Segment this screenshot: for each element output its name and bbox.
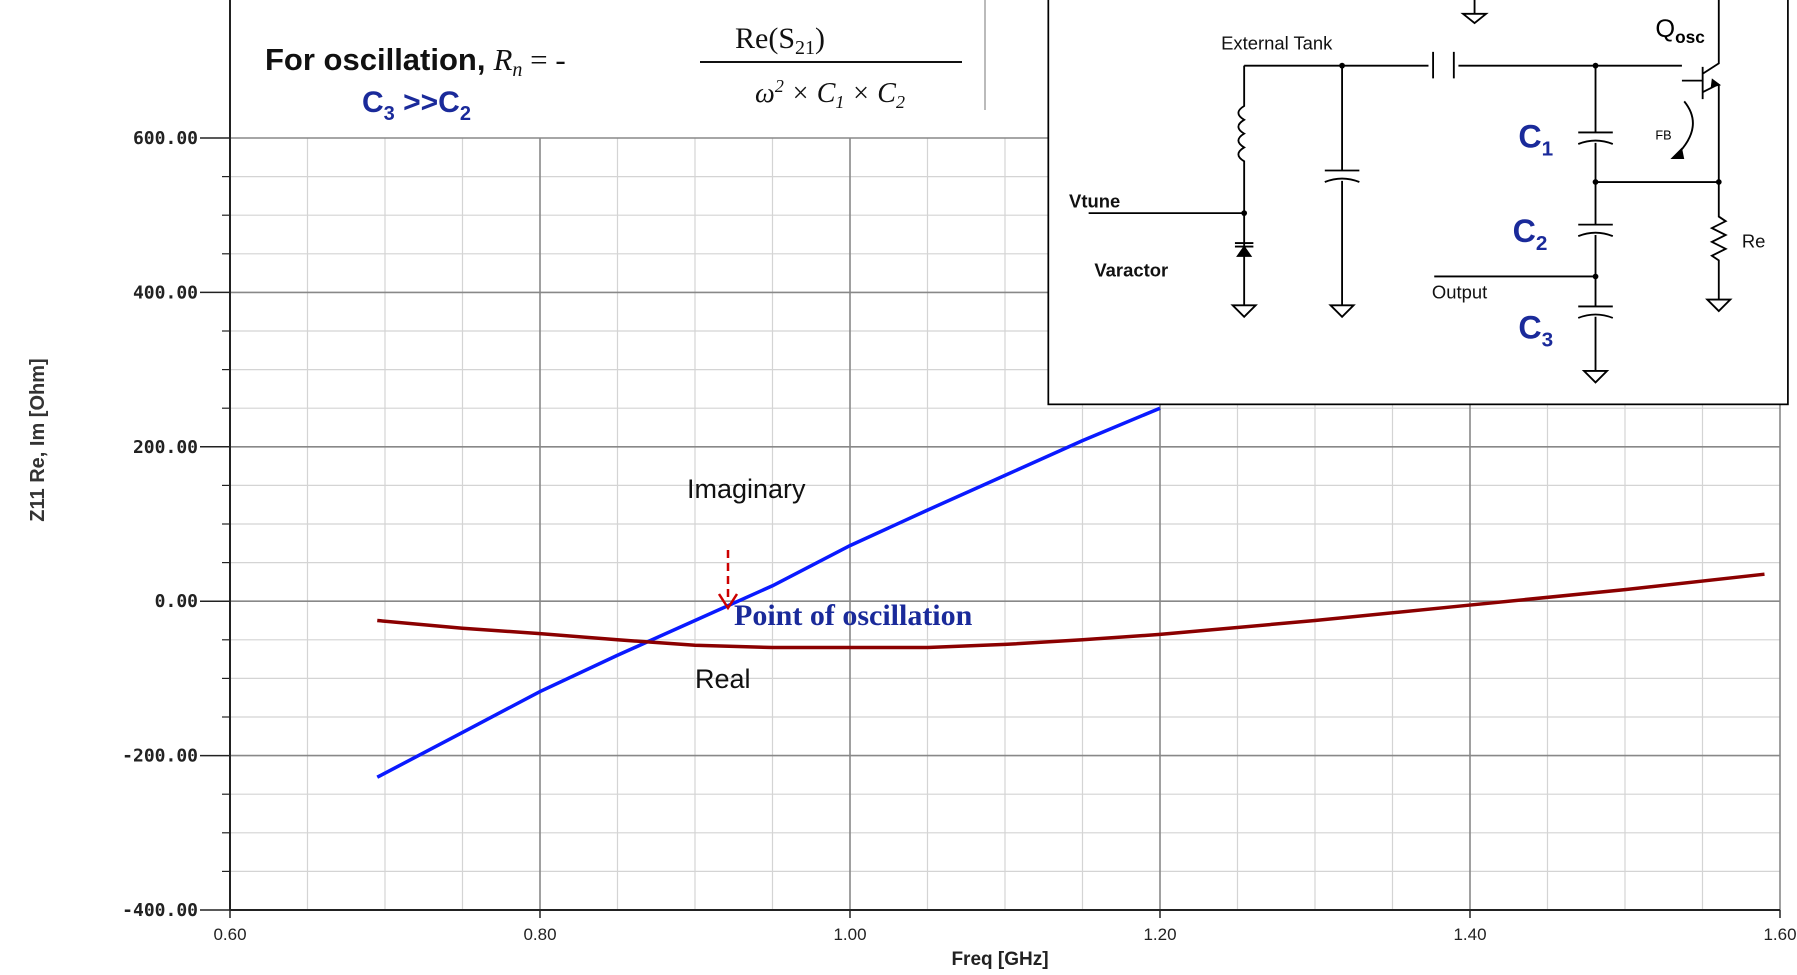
inset-label-part: 1 — [1542, 138, 1554, 161]
fb-arrowhead — [1670, 147, 1685, 159]
series-line — [377, 572, 1765, 650]
formula-numerator: Re(S21) — [735, 22, 825, 59]
inset-label: External Tank — [1221, 33, 1333, 54]
inset-label-part: 3 — [1542, 329, 1554, 352]
cap-divider — [1434, 65, 1719, 384]
inset-label: Re — [1742, 231, 1766, 252]
x-tick-label: 1.60 — [1763, 925, 1796, 944]
y-tick-label: 0.00 — [155, 591, 198, 612]
series-label: Real — [695, 664, 751, 694]
series-label: Imaginary — [687, 474, 806, 504]
annotation-arrowhead — [717, 593, 739, 611]
formula-part: 21 — [795, 37, 815, 59]
formula-part: n — [512, 59, 522, 81]
inset-label: Qosc — [1655, 15, 1705, 47]
inset-label-part: 2 — [1536, 232, 1548, 255]
wires — [1244, 0, 1720, 100]
resistor — [1705, 84, 1733, 313]
formula-part: × C — [784, 78, 836, 109]
marks — [376, 406, 1765, 779]
inset-label: Vtune — [1069, 190, 1120, 211]
circuit-inset: External Tank Vtune Varactor Output Re F… — [1047, 0, 1789, 406]
y-tick-label: 600.00 — [133, 128, 198, 149]
formula-part: 2 — [775, 76, 784, 96]
x-tick-label: 0.60 — [213, 925, 246, 944]
condition: C3 >>C2 — [362, 86, 471, 125]
inset-label-part: osc — [1675, 27, 1705, 47]
formula-part: × C — [844, 78, 896, 109]
inset-label: C1 — [1518, 118, 1553, 160]
y-tick-label: 400.00 — [133, 282, 198, 303]
x-tick-label: 1.20 — [1143, 925, 1176, 944]
inset-frame — [1047, 0, 1789, 406]
annotation: Point of oscillation — [734, 599, 973, 632]
formula-lead: For oscillation, — [265, 42, 485, 77]
x-tick-label: 0.80 — [523, 925, 556, 944]
formula-part: 1 — [835, 92, 844, 112]
condition-part: 2 — [460, 103, 471, 125]
x-tick-label: 1.00 — [833, 925, 866, 944]
condition-part: >>C — [395, 86, 460, 119]
node — [1592, 62, 1599, 69]
node — [1592, 179, 1599, 185]
inset-label: C3 — [1518, 310, 1553, 352]
x-axis-label: Freq [GHz] — [951, 949, 1048, 970]
y-tick-label: 200.00 — [133, 437, 198, 458]
inset-label: FB — [1655, 128, 1671, 142]
node — [1339, 62, 1345, 69]
node — [1592, 273, 1599, 280]
x-tick-label: 1.40 — [1453, 925, 1486, 944]
ground — [1460, 0, 1489, 25]
condition-part: C — [362, 86, 384, 119]
inset-label: Output — [1432, 281, 1487, 302]
formula: For oscillation, Rn = - — [265, 42, 566, 81]
formula-part: = - — [522, 42, 565, 77]
formula-part: ω — [755, 78, 775, 109]
tank-inductor — [1088, 65, 1258, 319]
series-line — [376, 406, 1161, 779]
varactor-bar — [1234, 242, 1254, 248]
formula-part: R — [492, 42, 512, 77]
formula-denominator: ω2 × C1 × C2 — [755, 76, 905, 112]
inset-label-part: C — [1518, 310, 1541, 346]
inset-label-part: C — [1513, 213, 1536, 249]
inset-label: Varactor — [1094, 259, 1168, 280]
inset-label: C2 — [1513, 213, 1548, 255]
tank-capacitor — [1324, 65, 1360, 319]
condition-part: 3 — [384, 103, 395, 125]
formula-part: ) — [815, 22, 825, 55]
y-axis-label: Z11 Re, Im [Ohm] — [27, 358, 49, 521]
formula-part: Re(S — [735, 22, 795, 55]
varactor — [1236, 245, 1253, 257]
node — [1241, 210, 1248, 216]
inset-label-part: Q — [1655, 15, 1675, 43]
y-tick-label: -400.00 — [122, 900, 198, 921]
formula-part: 2 — [896, 92, 905, 112]
y-tick-label: -200.00 — [122, 746, 198, 767]
inset-label-part: C — [1518, 118, 1541, 154]
